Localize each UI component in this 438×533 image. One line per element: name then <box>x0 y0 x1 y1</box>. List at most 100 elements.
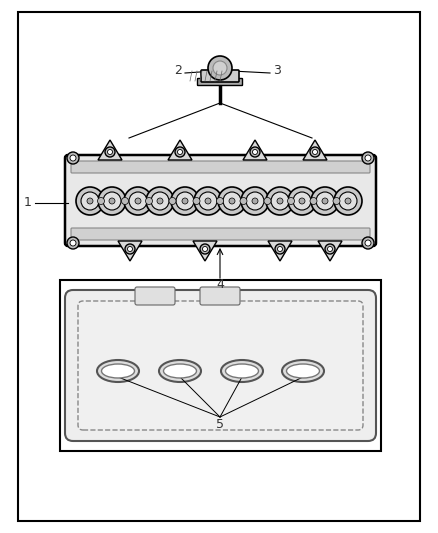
Circle shape <box>252 149 258 155</box>
Circle shape <box>266 187 294 215</box>
Circle shape <box>362 237 374 249</box>
Ellipse shape <box>282 360 324 382</box>
Circle shape <box>67 152 79 164</box>
Circle shape <box>70 240 76 246</box>
Circle shape <box>81 192 99 210</box>
Circle shape <box>312 149 318 155</box>
Circle shape <box>157 198 163 204</box>
Circle shape <box>241 187 269 215</box>
Circle shape <box>264 198 271 205</box>
Text: 4: 4 <box>216 279 224 292</box>
Circle shape <box>205 198 211 204</box>
Circle shape <box>311 187 339 215</box>
Text: 5: 5 <box>216 418 224 432</box>
Ellipse shape <box>286 364 319 378</box>
FancyBboxPatch shape <box>201 70 239 82</box>
Circle shape <box>208 56 232 80</box>
FancyBboxPatch shape <box>71 228 370 240</box>
Circle shape <box>135 198 141 204</box>
Circle shape <box>129 192 147 210</box>
Circle shape <box>240 198 247 205</box>
FancyBboxPatch shape <box>78 301 363 430</box>
Circle shape <box>288 187 316 215</box>
Circle shape <box>76 187 104 215</box>
Circle shape <box>310 198 317 205</box>
Circle shape <box>145 198 152 205</box>
Circle shape <box>339 192 357 210</box>
Polygon shape <box>243 140 267 160</box>
Ellipse shape <box>221 360 263 382</box>
Ellipse shape <box>163 364 197 378</box>
Circle shape <box>250 147 260 157</box>
Circle shape <box>278 246 283 252</box>
Polygon shape <box>318 241 342 261</box>
Circle shape <box>176 192 194 210</box>
Text: 1: 1 <box>24 197 32 209</box>
Polygon shape <box>98 140 122 160</box>
Circle shape <box>67 237 79 249</box>
Circle shape <box>175 147 185 157</box>
Circle shape <box>171 187 199 215</box>
Circle shape <box>105 147 115 157</box>
Circle shape <box>218 187 246 215</box>
Circle shape <box>345 198 351 204</box>
Circle shape <box>121 198 128 205</box>
Circle shape <box>98 198 105 205</box>
FancyBboxPatch shape <box>135 287 175 305</box>
Circle shape <box>202 246 208 252</box>
FancyBboxPatch shape <box>198 78 243 85</box>
FancyBboxPatch shape <box>65 290 376 441</box>
Circle shape <box>107 149 113 155</box>
Circle shape <box>271 192 289 210</box>
Circle shape <box>109 198 115 204</box>
Circle shape <box>103 192 121 210</box>
Circle shape <box>125 244 135 254</box>
Bar <box>60 280 381 451</box>
Circle shape <box>362 152 374 164</box>
Circle shape <box>325 244 335 254</box>
Circle shape <box>194 187 222 215</box>
FancyBboxPatch shape <box>71 161 370 173</box>
Circle shape <box>200 244 210 254</box>
Circle shape <box>216 198 223 205</box>
FancyBboxPatch shape <box>65 155 376 246</box>
Circle shape <box>287 198 294 205</box>
Ellipse shape <box>97 360 139 382</box>
Circle shape <box>151 192 169 210</box>
Circle shape <box>365 155 371 161</box>
Circle shape <box>275 244 285 254</box>
Text: 3: 3 <box>273 63 281 77</box>
Polygon shape <box>268 241 292 261</box>
FancyBboxPatch shape <box>200 287 240 305</box>
Circle shape <box>87 198 93 204</box>
Polygon shape <box>193 241 217 261</box>
Circle shape <box>310 147 320 157</box>
Circle shape <box>229 198 235 204</box>
Circle shape <box>277 198 283 204</box>
Circle shape <box>193 198 200 205</box>
Circle shape <box>169 198 176 205</box>
Circle shape <box>182 198 188 204</box>
Text: 2: 2 <box>174 63 182 77</box>
Circle shape <box>70 155 76 161</box>
Circle shape <box>293 192 311 210</box>
Circle shape <box>322 198 328 204</box>
Polygon shape <box>118 241 142 261</box>
Circle shape <box>124 187 152 215</box>
Circle shape <box>199 192 217 210</box>
Circle shape <box>246 192 264 210</box>
Circle shape <box>98 187 126 215</box>
Ellipse shape <box>226 364 258 378</box>
Circle shape <box>365 240 371 246</box>
Polygon shape <box>303 140 327 160</box>
Ellipse shape <box>159 360 201 382</box>
Circle shape <box>333 198 340 205</box>
Circle shape <box>223 192 241 210</box>
Circle shape <box>177 149 183 155</box>
Circle shape <box>252 198 258 204</box>
Circle shape <box>328 246 332 252</box>
Circle shape <box>127 246 133 252</box>
Circle shape <box>316 192 334 210</box>
Polygon shape <box>168 140 192 160</box>
Circle shape <box>146 187 174 215</box>
